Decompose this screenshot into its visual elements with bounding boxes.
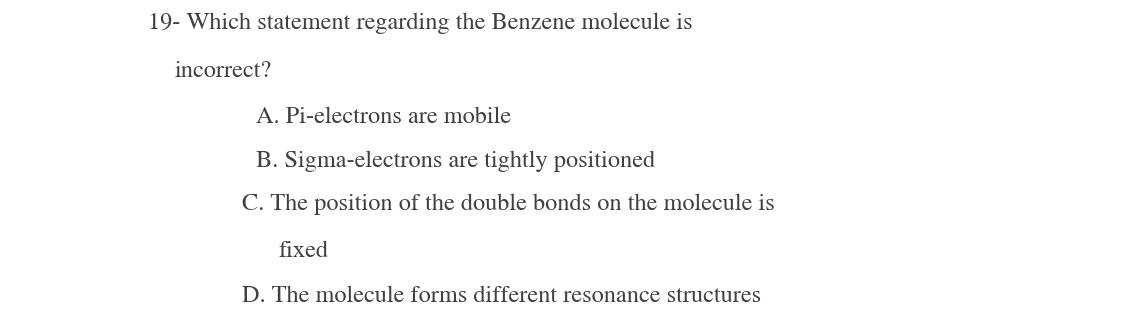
Text: D. The molecule forms different resonance structures: D. The molecule forms different resonanc… — [242, 285, 761, 307]
Text: fixed: fixed — [279, 240, 328, 262]
Text: incorrect?: incorrect? — [174, 60, 271, 82]
Text: B. Sigma-electrons are tightly positioned: B. Sigma-electrons are tightly positione… — [256, 150, 656, 172]
Text: C. The position of the double bonds on the molecule is: C. The position of the double bonds on t… — [242, 194, 775, 215]
Text: A. Pi-electrons are mobile: A. Pi-electrons are mobile — [256, 107, 512, 128]
Text: 19- Which statement regarding the Benzene molecule is: 19- Which statement regarding the Benzen… — [148, 12, 693, 34]
